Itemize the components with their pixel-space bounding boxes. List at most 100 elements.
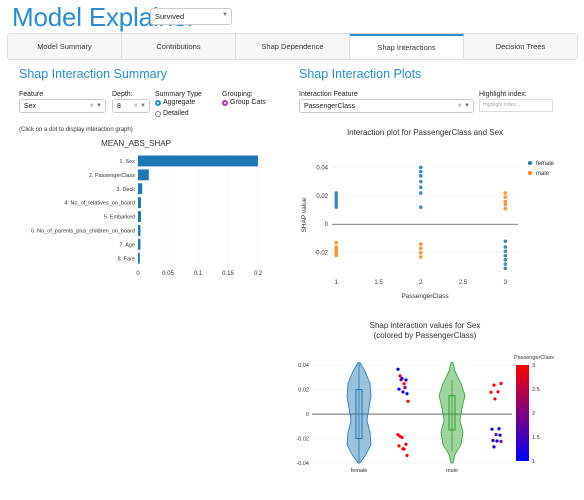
scatter-point <box>334 199 339 204</box>
violin-point <box>496 390 500 394</box>
legend-marker <box>528 171 532 175</box>
violin-point <box>490 427 494 431</box>
scatter-point <box>418 179 423 184</box>
violin-point <box>491 438 495 443</box>
scatter-point <box>503 262 508 266</box>
tab-bar: Model Summary Contributions Shap Depende… <box>7 33 578 60</box>
violin-point <box>497 427 501 431</box>
y-tick-label: -0.02 <box>296 437 309 443</box>
y-tick-label: 0 <box>306 412 309 418</box>
y-tick-label: -0.04 <box>296 461 309 467</box>
scatter-point <box>334 248 339 252</box>
violin-point <box>398 374 402 378</box>
bar <box>138 169 149 181</box>
scatter-point <box>503 266 508 271</box>
colorbar-tick-label: 1 <box>532 459 535 465</box>
violin-point <box>396 367 400 371</box>
feature-select-value: Sex <box>24 102 37 110</box>
scatter-point <box>503 191 508 195</box>
scatter-point <box>503 249 508 254</box>
colorbar-tick-label: 1.5 <box>532 435 540 441</box>
scatter-point <box>418 174 423 178</box>
y-tick-label: 7. Age <box>119 242 135 248</box>
feature-select[interactable]: Sex × ▼ <box>19 99 106 113</box>
mean-abs-shap-chart[interactable]: MEAN_ABS_SHAP 0 0.05 0.1 0.15 0.2 1. Sex 2. Pas… <box>0 134 285 284</box>
scatter-point <box>418 185 423 190</box>
tab-shap-interactions[interactable]: Shap Interactions <box>350 34 464 59</box>
scatter-point <box>334 253 339 258</box>
summary-section-title: Shap Interaction Summary <box>19 67 167 81</box>
depth-select[interactable]: 8 × ▼ <box>112 99 150 113</box>
x-tick-label: 2.5 <box>459 280 468 286</box>
y-tick-label: 0.02 <box>316 194 328 200</box>
scatter-point <box>503 245 508 249</box>
chart-subtitle: (colored by PassengerClass) <box>374 331 477 340</box>
scatter-point <box>418 205 423 209</box>
y-tick-label: 6. No_of_parents_plus_children_on_board <box>31 228 135 234</box>
scatter-point <box>418 250 423 255</box>
x-tick-label: 1 <box>335 280 339 286</box>
violin-point <box>402 382 406 386</box>
radio-aggregate[interactable]: Aggregate <box>155 99 195 106</box>
interaction-scatter-chart[interactable]: Interaction plot for PassengerClass and … <box>290 122 584 302</box>
scatter-point <box>418 191 423 195</box>
x-tick-label: 0.15 <box>222 271 234 277</box>
clear-icon[interactable]: × <box>89 101 94 110</box>
y-tick-label: 4. No_of_relatives_on_board <box>64 201 135 207</box>
y-tick-label: -0.02 <box>314 251 328 257</box>
tab-shap-dependence[interactable]: Shap Dependence <box>236 34 350 59</box>
chart-title: Shap interaction values for Sex <box>370 321 481 330</box>
interaction-feature-select[interactable]: PassengerClass × ▼ <box>299 99 474 113</box>
violin-point <box>492 383 496 387</box>
scatter-point <box>418 242 423 246</box>
colorbar-tick-label: 2 <box>532 411 535 417</box>
legend-label: male <box>536 171 550 177</box>
clear-icon[interactable]: × <box>457 101 462 110</box>
violin-point <box>397 387 401 391</box>
chevron-down-icon: ▼ <box>222 12 228 18</box>
violin-point <box>405 392 409 396</box>
checkbox-group-cats[interactable]: Group Cats <box>222 99 266 106</box>
violin-point <box>399 378 403 382</box>
chevron-down-icon: ▼ <box>464 103 470 109</box>
interaction-violin-chart[interactable]: Shap interaction values for Sex(colored … <box>290 315 584 500</box>
legend-label: female <box>536 161 555 167</box>
scatter-point <box>503 195 508 200</box>
y-tick-label: 0 <box>325 222 329 228</box>
scatter-point <box>503 257 508 262</box>
tab-decision-trees[interactable]: Decision Trees <box>464 34 577 59</box>
y-tick-label: 3. Deck <box>116 187 135 193</box>
violin-point <box>403 385 407 390</box>
violin-point <box>404 378 408 382</box>
chart-title: Interaction plot for PassengerClass and … <box>347 128 503 137</box>
bar <box>138 155 258 167</box>
violin-point <box>405 453 409 458</box>
violin-point <box>498 433 502 437</box>
x-tick-label: 3 <box>504 280 508 286</box>
target-select[interactable]: Survived ▼ <box>150 8 232 25</box>
tab-model-summary[interactable]: Model Summary <box>8 34 122 59</box>
bar <box>138 197 141 209</box>
y-tick-label: 8. Fare <box>118 256 135 262</box>
violin-point <box>494 433 498 437</box>
clear-icon[interactable]: × <box>133 101 138 110</box>
radio-detailed[interactable]: Detailed <box>155 110 189 117</box>
scatter-point <box>503 239 508 244</box>
chevron-down-icon: ▼ <box>96 103 102 109</box>
tab-contributions[interactable]: Contributions <box>122 34 236 59</box>
y-tick-label: 5. Embarked <box>104 215 135 221</box>
scatter-point <box>334 202 339 207</box>
violin-point <box>397 444 401 448</box>
x-tick-label: 0 <box>136 271 140 277</box>
highlight-index-input[interactable]: Highlight index... <box>479 99 553 112</box>
violin-point <box>406 399 410 403</box>
toggle-on-icon <box>222 99 228 106</box>
x-tick-label: male <box>446 468 458 474</box>
group-cats-label: Group Cats <box>230 99 266 106</box>
violin-point <box>398 434 402 438</box>
y-tick-label: 1. Sex <box>119 159 135 165</box>
plots-section-title: Shap Interaction Plots <box>299 67 422 81</box>
x-axis-label: PassengerClass <box>401 293 449 300</box>
chart-title: MEAN_ABS_SHAP <box>101 139 171 148</box>
y-tick-label: 2. PassengerClass <box>89 173 135 179</box>
